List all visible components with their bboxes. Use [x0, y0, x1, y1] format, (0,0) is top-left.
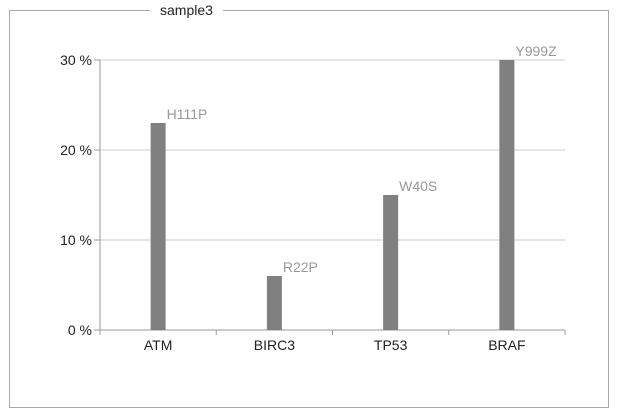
data-label: W40S	[399, 178, 437, 194]
y-tick-label: 20 %	[60, 142, 92, 158]
chart-title: sample3	[150, 1, 223, 19]
y-tick-label: 10 %	[60, 232, 92, 248]
data-label: H111P	[167, 106, 208, 122]
x-tick-label: BRAF	[488, 337, 525, 353]
bar-birc3	[266, 276, 282, 330]
y-tick-label: 0 %	[68, 322, 92, 338]
x-tick-label: TP53	[374, 337, 408, 353]
y-tick-label: 30 %	[60, 52, 92, 68]
bar-atm	[150, 123, 166, 330]
chart-frame	[9, 10, 609, 408]
bar-tp53	[383, 195, 399, 330]
x-tick-label: BIRC3	[254, 337, 295, 353]
data-label: Y999Z	[515, 43, 557, 59]
x-tick-label: ATM	[144, 337, 173, 353]
data-label: R22P	[283, 259, 318, 275]
bar-braf	[499, 60, 515, 330]
